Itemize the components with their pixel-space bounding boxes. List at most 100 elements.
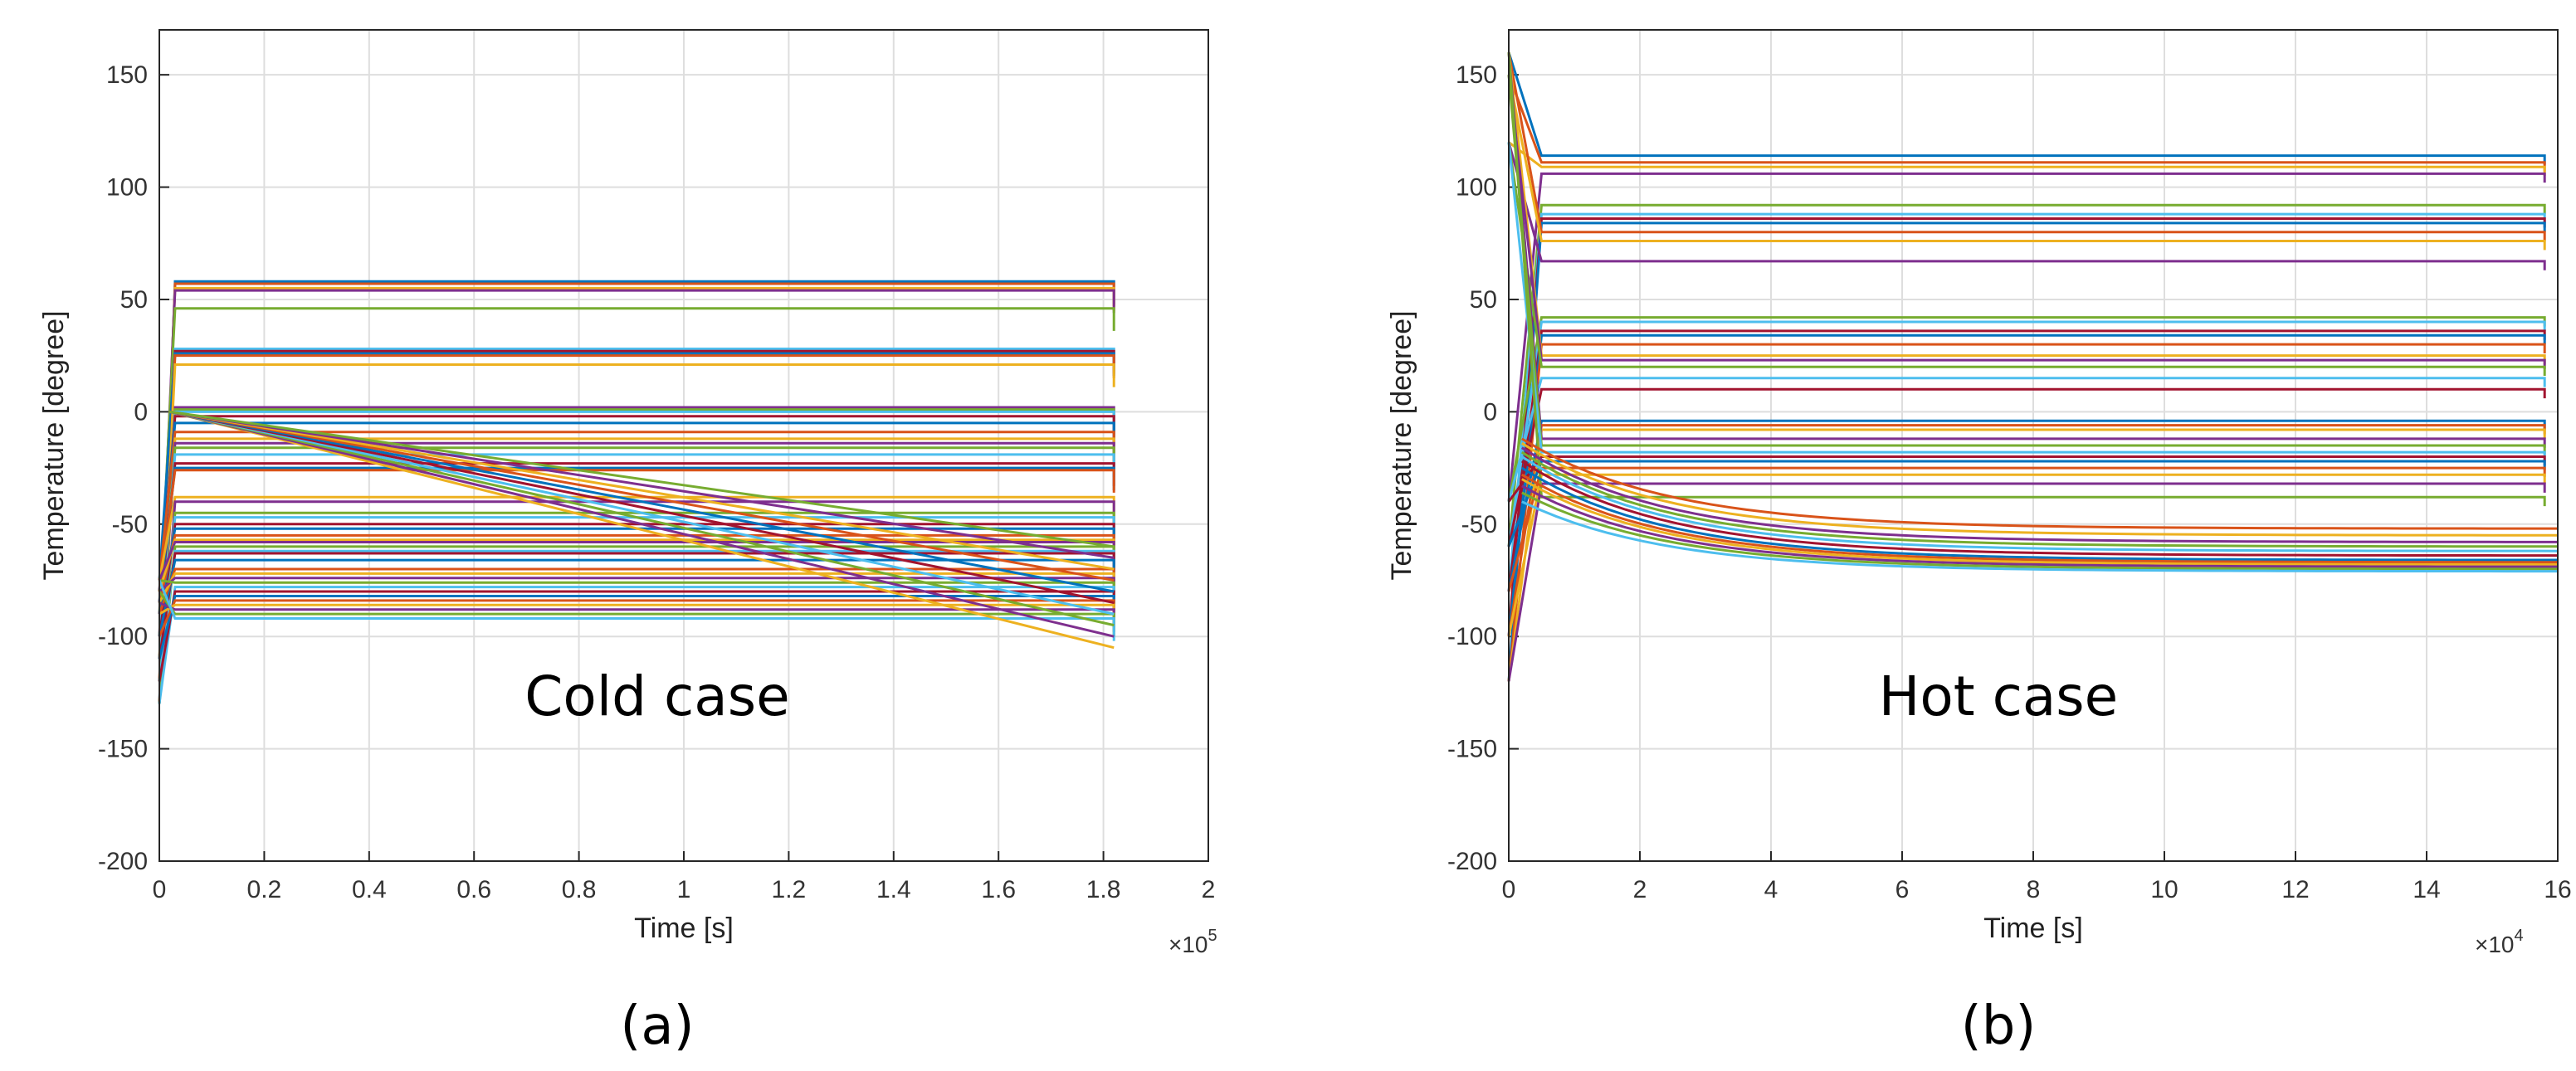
decay-series-line (1521, 455, 2559, 553)
x-axis-label: Time [s] (1983, 913, 2083, 944)
annotation-cold-case: Cold case (524, 665, 789, 728)
x-tick-label: 1.4 (876, 876, 911, 903)
y-tick-label: 100 (106, 174, 148, 202)
x-multiplier: ×105 (1168, 927, 1217, 957)
series-lines (158, 280, 1115, 704)
decay-series-line (1521, 500, 2559, 573)
x-tick-label: 0.6 (456, 876, 491, 903)
y-tick-label: 50 (120, 286, 148, 314)
decay-series-line (1521, 437, 2559, 530)
x-tick-label: 16 (2544, 876, 2571, 903)
series-line (1507, 333, 2546, 637)
y-tick-label: 150 (1456, 61, 1497, 89)
y-tick-label: 0 (1483, 398, 1497, 426)
series-lines (1507, 51, 2559, 682)
series-line (1507, 51, 2546, 241)
x-tick-labels: 0 2 4 6 8 10 12 14 16 (1502, 876, 2572, 903)
x-tick-label: 14 (2413, 876, 2440, 903)
y-tick-label: -100 (1447, 623, 1497, 650)
ramp-series-line (169, 410, 1115, 571)
decay-series-line (1521, 466, 2559, 562)
y-tick-label: -200 (1447, 848, 1497, 875)
ramp-series-line (169, 410, 1115, 627)
y-tick-label: 150 (106, 61, 148, 89)
series-line (1507, 343, 2546, 682)
series-line (1507, 51, 2546, 165)
ramp-series-line (169, 410, 1115, 559)
x-axis-label: Time [s] (634, 913, 734, 944)
x-tick-label: 1 (677, 876, 691, 903)
ramp-series-line (169, 410, 1115, 616)
y-axis-label: Temperature [degree] (38, 310, 70, 580)
decay-series-line (1521, 491, 2559, 571)
series-line (1507, 320, 2546, 548)
ramp-series-line (169, 410, 1115, 638)
x-multiplier: ×104 (2475, 927, 2524, 957)
annotation-hot-case: Hot case (1879, 665, 2119, 728)
y-tick-label: 50 (1470, 286, 1497, 314)
y-tick-label: -200 (98, 848, 148, 875)
series-line (1507, 74, 2546, 251)
series-line (1507, 482, 2546, 682)
decay-series-line (1521, 442, 2559, 537)
y-tick-labels: 150 100 50 0 -50 -100 -150 -200 (1447, 61, 1497, 875)
ramp-series-line (169, 410, 1115, 650)
x-tick-label: 1.2 (772, 876, 807, 903)
y-axis-label: Temperature [degree] (1386, 310, 1417, 580)
decay-series-line (1521, 460, 2559, 557)
x-multiplier-exponent: 4 (2515, 927, 2524, 945)
series-line (1507, 51, 2546, 448)
series-line (1507, 74, 2546, 369)
decay-series-line (1521, 484, 2559, 568)
decay-series-line (1521, 450, 2559, 548)
x-multiplier-exponent: 5 (1208, 927, 1217, 945)
decay-series-line (1521, 473, 2559, 564)
series-line (1507, 203, 2546, 548)
y-tick-label: -50 (1461, 511, 1497, 538)
x-tick-label: 8 (2027, 876, 2041, 903)
ramp-series-line (169, 410, 1115, 582)
x-tick-label: 0.2 (247, 876, 282, 903)
x-multiplier-base: ×10 (1168, 932, 1208, 957)
ramp-series-line (169, 410, 1115, 593)
plot-frame (159, 29, 1209, 862)
caption-a: (a) (620, 996, 694, 1057)
y-tick-label: -100 (98, 623, 148, 650)
x-tick-labels: 0 0.2 0.4 0.6 0.8 1 1.2 1.4 1.6 1.8 2 (153, 876, 1216, 903)
x-tick-label: 1.8 (1086, 876, 1121, 903)
y-tick-label: -150 (1447, 736, 1497, 763)
x-tick-label: 10 (2150, 876, 2178, 903)
series-line (1507, 387, 2546, 548)
x-tick-label: 4 (1764, 876, 1778, 903)
x-tick-label: 1.6 (981, 876, 1016, 903)
y-tick-label: 100 (1456, 174, 1497, 202)
series-line (1507, 172, 2546, 502)
caption-b: (b) (1961, 996, 2037, 1057)
series-line (158, 469, 1115, 592)
panel-cold-case: 0 0.2 0.4 0.6 0.8 1 1.2 1.4 1.6 1.8 2 150 100 50 0 -50… (38, 29, 1217, 1057)
plot-frame (1508, 29, 2559, 862)
series-line (1507, 473, 2546, 637)
x-multiplier-base: ×10 (2475, 932, 2515, 957)
x-tick-label: 12 (2281, 876, 2309, 903)
decay-series-line (1521, 478, 2559, 566)
series-line (1507, 466, 2546, 592)
series-line (1507, 51, 2546, 507)
series-line (158, 579, 1115, 641)
x-tick-label: 0.8 (562, 876, 597, 903)
x-tick-label: 0 (1502, 876, 1516, 903)
y-tick-label: 0 (134, 398, 148, 426)
panel-hot-case: 0 2 4 6 8 10 12 14 16 150 100 50 0 -50 -100 -150 -200 T… (1386, 29, 2572, 1057)
x-tick-label: 0.4 (352, 876, 387, 903)
decay-series-line (1521, 446, 2559, 543)
y-tick-label: -150 (98, 736, 148, 763)
x-tick-label: 6 (1895, 876, 1910, 903)
y-tick-label: -50 (112, 511, 148, 538)
x-tick-label: 2 (1633, 876, 1647, 903)
ramp-series-line (169, 410, 1115, 605)
x-tick-label: 0 (153, 876, 167, 903)
x-tick-label: 2 (1202, 876, 1216, 903)
y-tick-labels: 150 100 50 0 -50 -100 -150 -200 (98, 61, 148, 875)
ramp-series-line (169, 410, 1115, 548)
